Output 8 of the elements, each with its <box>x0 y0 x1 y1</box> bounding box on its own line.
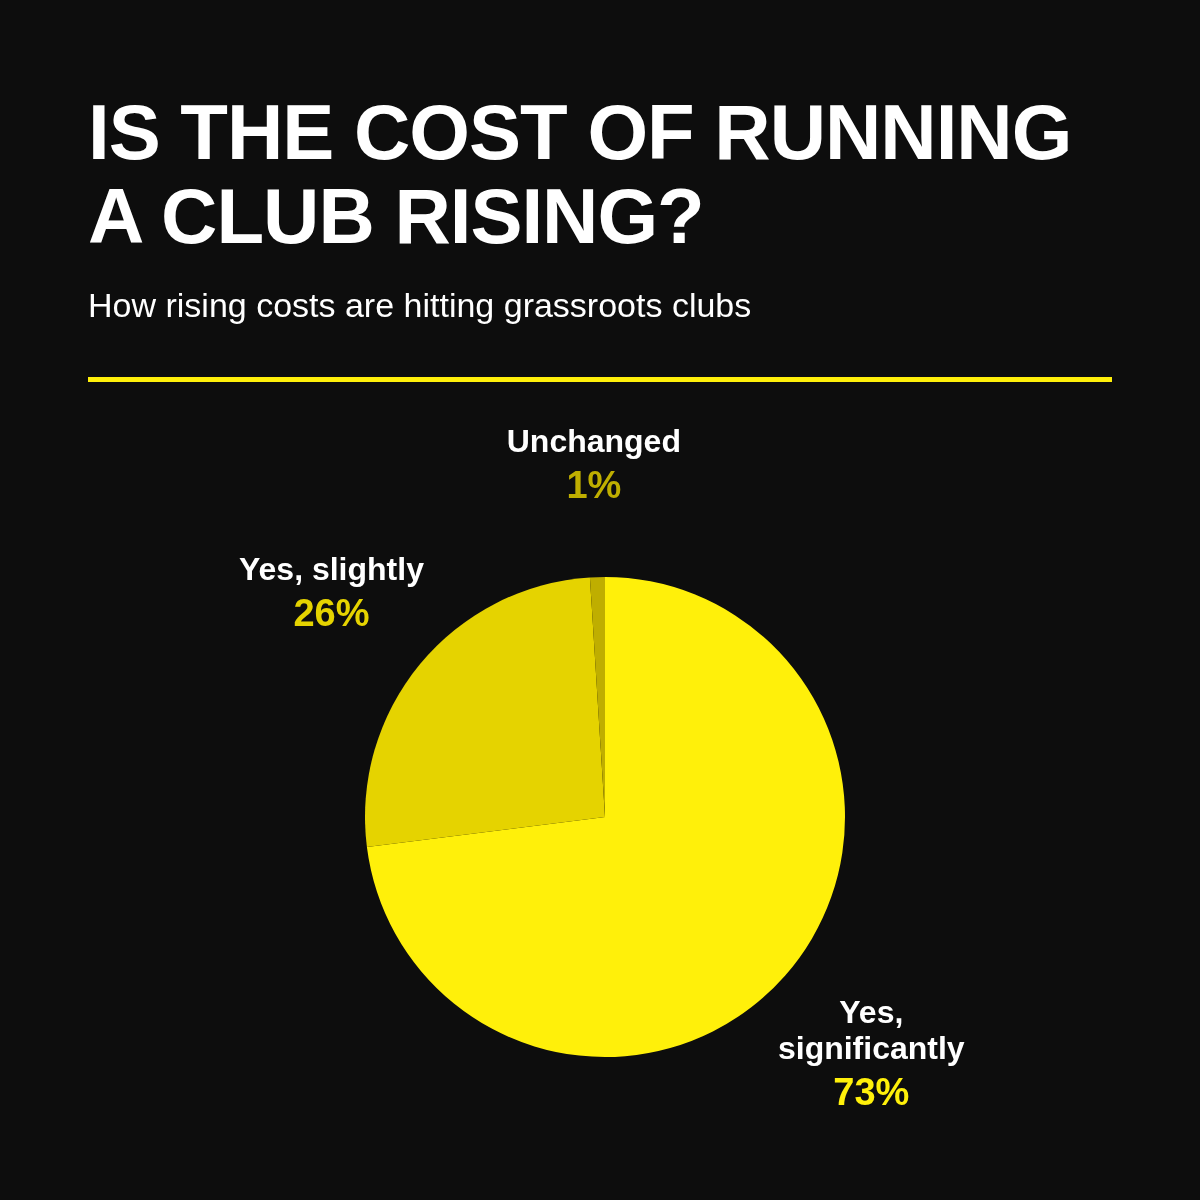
chart-title: IS THE COST OF RUNNING A CLUB RISING? <box>88 88 1073 261</box>
slice-label: Yes, slightly <box>238 551 425 588</box>
data-label: 73% <box>833 1071 910 1114</box>
data-label: 26% <box>293 592 370 635</box>
slice-label: Yes, significantly <box>777 994 965 1067</box>
slice-label: Unchanged <box>506 423 681 460</box>
data-label: 1% <box>566 464 622 507</box>
chart-subtitle: How rising costs are hitting grassroots clubs <box>88 286 753 326</box>
